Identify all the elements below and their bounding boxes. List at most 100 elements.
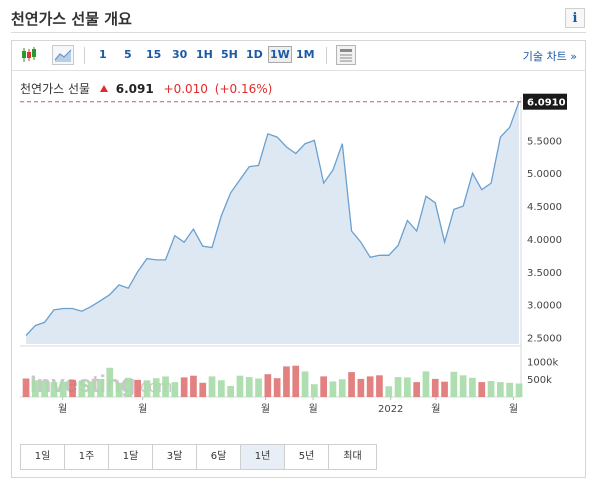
x-tick-label: 월: [58, 403, 67, 415]
volume-bar: [394, 377, 402, 397]
volume-bar: [497, 382, 504, 397]
title-divider: [11, 32, 586, 33]
range-1m[interactable]: 1달: [109, 445, 153, 469]
price-tick-label: 3.0000: [527, 301, 562, 312]
volume-bar: [143, 380, 151, 397]
volume-bar: [255, 378, 262, 397]
volume-bar: [338, 379, 346, 397]
volume-bar: [264, 374, 272, 397]
volume-bar: [376, 375, 383, 397]
volume-bar: [152, 378, 160, 397]
volume-bar: [115, 382, 123, 397]
quote-line: 천연가스 선물 6.091 +0.010 (+0.16%): [20, 80, 272, 97]
interval-1m[interactable]: 1M: [296, 48, 315, 61]
volume-bar: [245, 377, 253, 397]
interval-15[interactable]: 15: [146, 48, 162, 61]
interval-1h[interactable]: 1H: [196, 48, 213, 61]
volume-bar: [273, 378, 281, 397]
interval-1d[interactable]: 1D: [246, 48, 263, 61]
volume-bar: [431, 378, 439, 397]
volume-bar: [199, 382, 207, 397]
range-1w[interactable]: 1주: [65, 445, 109, 469]
price-area: [26, 101, 519, 344]
price-change-percent: (+0.16%): [214, 82, 273, 96]
volume-bar: [208, 376, 216, 397]
volume-bar: [227, 386, 234, 397]
volume-bar: [506, 382, 513, 397]
range-1d[interactable]: 1일: [21, 445, 65, 469]
volume-bar: [218, 380, 225, 397]
page-title: 천연가스 선물 개요: [11, 10, 132, 28]
x-tick-label: 2022: [378, 404, 403, 415]
range-6m[interactable]: 6달: [197, 445, 241, 469]
volume-bar: [32, 380, 39, 397]
volume-bar: [106, 367, 114, 397]
volume-bar: [320, 376, 327, 397]
volume-bar: [357, 378, 365, 397]
volume-bar: [292, 365, 300, 397]
toolbar-separator: [84, 47, 85, 64]
volume-bar: [450, 371, 458, 397]
price-tick-label: 5.5000: [527, 136, 562, 147]
interval-1[interactable]: 1: [99, 48, 107, 61]
volume-bar: [283, 366, 290, 397]
chart-panel: [11, 40, 586, 478]
volume-bar: [478, 382, 486, 397]
interval-5[interactable]: 5: [124, 48, 132, 61]
candlestick-icon[interactable]: [20, 46, 38, 68]
volume-bar: [413, 382, 420, 397]
volume-bar: [171, 382, 179, 397]
toolbar-separator: [326, 47, 327, 64]
volume-bar: [22, 378, 30, 397]
volume-bar: [329, 381, 337, 397]
price-tick-label: 5.0000: [527, 169, 562, 180]
price-change: +0.010: [163, 82, 208, 96]
interval-30[interactable]: 30: [172, 48, 188, 61]
up-arrow-icon: [99, 85, 108, 92]
range-selector: 1일 1주 1달 3달 6달 1년 5년 최대: [20, 444, 377, 470]
last-price-tag-label: 6.0910: [527, 98, 566, 109]
volume-bar: [301, 371, 309, 397]
price-tick-label: 4.5000: [527, 202, 562, 213]
interval-1w[interactable]: 1W: [268, 46, 292, 63]
area-chart-icon[interactable]: [52, 45, 74, 69]
volume-tick-label: 1000k: [527, 357, 558, 368]
x-tick-label: 월: [509, 403, 518, 415]
range-3m[interactable]: 3달: [153, 445, 197, 469]
volume-bar: [236, 375, 244, 397]
range-5y[interactable]: 5년: [285, 445, 329, 469]
volume-bar: [366, 376, 374, 397]
chart-toolbar: 1 5 15 30 1H 5H 1D 1W 1M 기술 차트 »: [12, 41, 585, 71]
volume-bar: [469, 377, 476, 397]
x-tick-label: 월: [138, 403, 147, 415]
volume-bar: [515, 383, 523, 397]
last-price-tag: [523, 93, 567, 110]
price-tick-label: 3.5000: [527, 268, 562, 279]
volume-bar: [59, 381, 67, 397]
instrument-name: 천연가스 선물: [20, 82, 91, 96]
volume-bar: [190, 375, 197, 397]
volume-bar: [78, 380, 86, 397]
advanced-chart-link[interactable]: 기술 차트 »: [522, 50, 577, 63]
info-button[interactable]: i: [565, 8, 585, 28]
range-max[interactable]: 최대: [329, 445, 376, 469]
volume-bar: [134, 379, 141, 397]
interval-5h[interactable]: 5H: [221, 48, 238, 61]
volume-bar: [422, 371, 430, 397]
price-tick-label: 2.5000: [527, 333, 562, 344]
volume-tick-label: 500k: [527, 375, 552, 386]
volume-bar: [97, 378, 104, 397]
table-icon[interactable]: [336, 45, 356, 69]
volume-bar: [69, 379, 76, 397]
range-1y[interactable]: 1년: [241, 445, 285, 469]
volume-bar: [41, 381, 48, 397]
volume-bar: [162, 376, 169, 397]
volume-bar: [385, 386, 393, 397]
price-line: [25, 101, 520, 336]
price-tick-label: 4.0000: [527, 235, 562, 246]
volume-bar: [125, 377, 132, 397]
volume-bar: [311, 384, 318, 397]
volume-bar: [441, 381, 448, 397]
volume-bar: [348, 372, 355, 397]
